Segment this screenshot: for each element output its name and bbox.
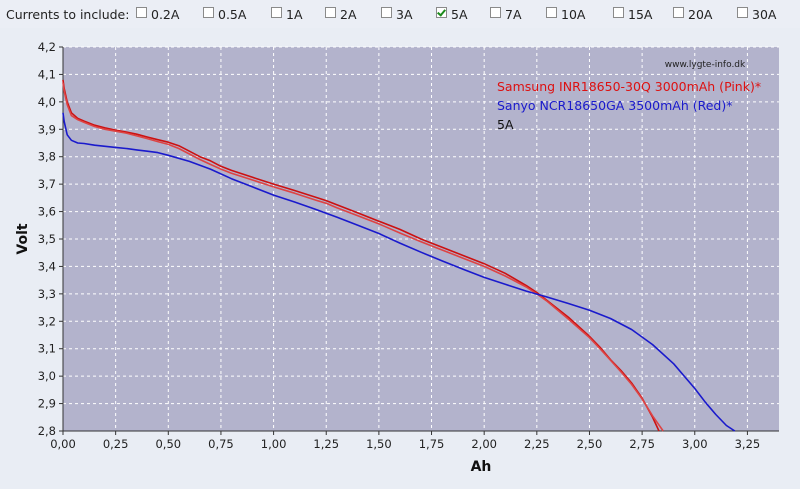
x-tick-label: 2,00 [471,437,497,451]
checkbox[interactable] [271,7,282,18]
checkbox[interactable] [673,7,684,18]
watermark-text: www.lygte-info.dk [665,60,746,70]
discharge-chart: 0,00 0,25 0,50 0,75 1,00 1,25 1,50 1,75 2,00 2,25… [15,40,779,475]
checkbox[interactable] [436,7,447,18]
x-tick-label: 0,25 [103,437,129,451]
y-axis-label: Volt [15,223,31,254]
checkbox-label[interactable]: 3A [396,7,413,22]
y-tick-label: 4,0 [38,95,56,109]
x-tick-label: 0,50 [155,437,181,451]
x-tick-label: 0,00 [50,437,76,451]
checkbox-label[interactable]: 5A [451,7,468,22]
y-tick-label: 3,0 [38,369,56,383]
checkbox-label[interactable]: 1A [286,7,303,22]
legend-entry: 5A [497,117,514,132]
x-tick-label: 1,00 [261,437,287,451]
checkbox-label[interactable]: 0.2A [151,7,180,22]
checkbox[interactable] [546,7,557,18]
checkbox-label[interactable]: 2A [340,7,357,22]
checkbox[interactable] [325,7,336,18]
legend-entry: Sanyo NCR18650GA 3500mAh (Red)* [497,98,732,113]
checkbox-label[interactable]: 10A [561,7,586,22]
x-tick-label: 2,75 [629,437,655,451]
x-axis-label: Ah [471,459,492,475]
chart-area: 0,00 0,25 0,50 0,75 1,00 1,25 1,50 1,75 2,00 2,25… [0,30,800,485]
currents-label: Currents to include: [6,7,130,22]
y-tick-label: 4,2 [38,40,56,54]
x-tick-label: 1,25 [313,437,339,451]
y-tick-label: 3,3 [38,287,56,301]
series-line-0 [62,79,660,432]
y-tick-label: 3,6 [38,205,56,219]
checkbox[interactable] [490,7,501,18]
checkbox[interactable] [203,7,214,18]
y-tick-label: 3,2 [38,314,56,328]
y-tick-label: 3,7 [38,177,56,191]
y-tick-label: 2,8 [38,424,56,438]
y-tick-label: 3,4 [38,259,56,273]
y-tick-label: 3,9 [38,122,56,136]
x-tick-label: 3,00 [682,437,708,451]
checkbox-label[interactable]: 0.5A [218,7,247,22]
series-line-2 [62,112,736,432]
legend-entry: Samsung INR18650-30Q 3000mAh (Pink)* [497,79,761,94]
series-line-1 [62,82,664,432]
x-tick-label: 1,75 [419,437,445,451]
current-filter-bar: Currents to include: 0.2A 0.5A 1A 2A 3A 5A 7A 1… [0,0,800,28]
checkbox[interactable] [737,7,748,18]
y-tick-label: 3,8 [38,150,56,164]
checkbox[interactable] [136,7,147,18]
checkbox-label[interactable]: 20A [688,7,713,22]
checkbox-label[interactable]: 15A [628,7,653,22]
y-tick-label: 4,1 [38,67,56,81]
x-tick-label: 2,50 [577,437,603,451]
x-tick-label: 2,25 [524,437,550,451]
checkbox-label[interactable]: 7A [505,7,522,22]
x-tick-label: 1,50 [366,437,392,451]
checkbox-label[interactable]: 30A [752,7,777,22]
checkbox[interactable] [613,7,624,18]
y-tick-label: 3,5 [38,232,56,246]
y-tick-label: 2,9 [38,397,56,411]
checkbox[interactable] [381,7,392,18]
x-tick-label: 3,25 [735,437,761,451]
x-tick-label: 0,75 [208,437,234,451]
y-tick-label: 3,1 [38,342,56,356]
